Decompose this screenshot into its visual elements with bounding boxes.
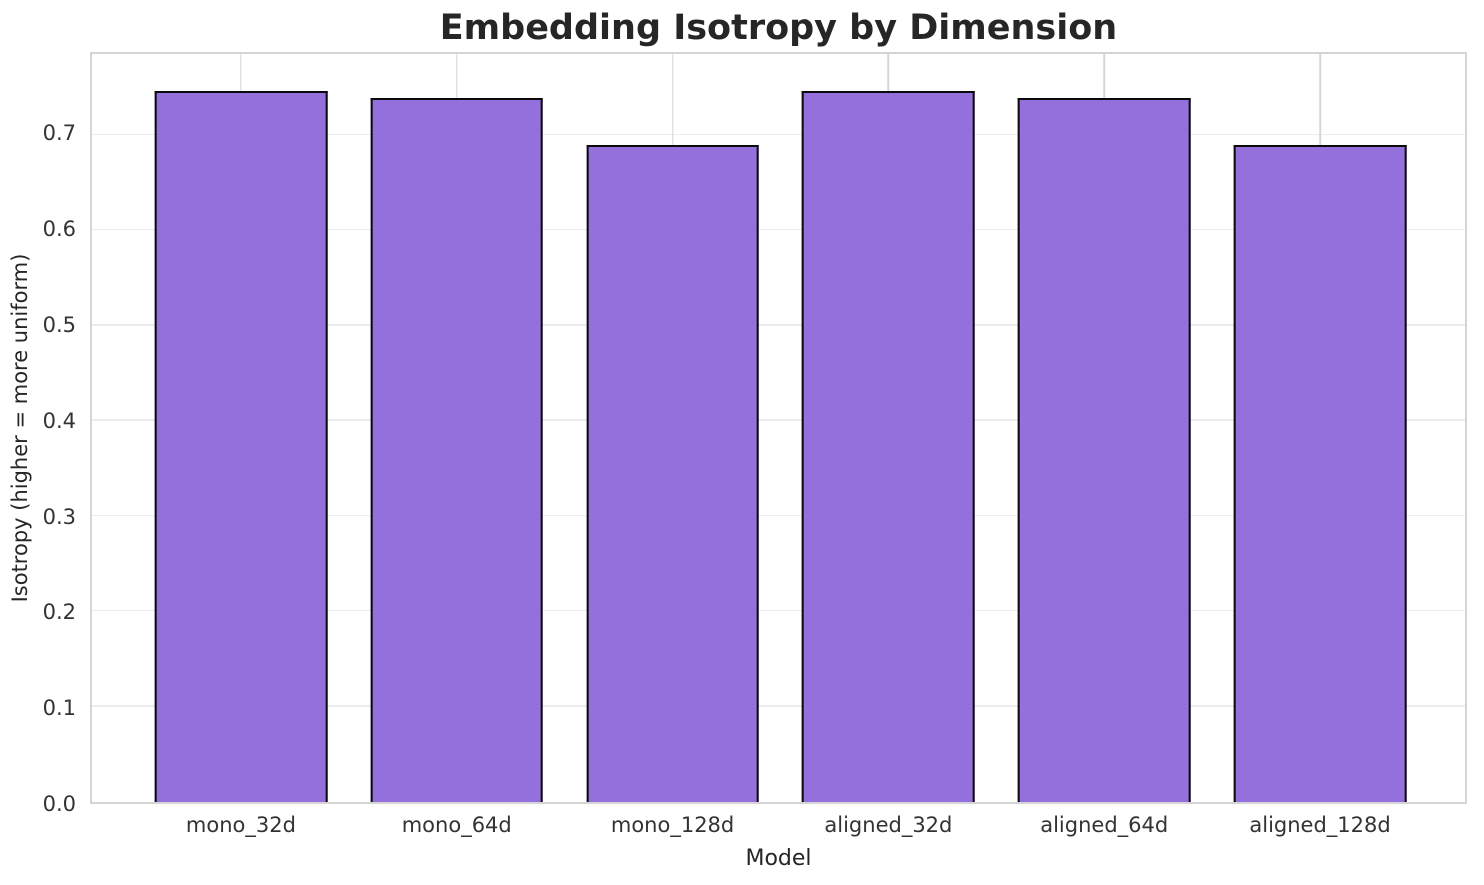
- chart-title: Embedding Isotropy by Dimension: [439, 8, 1118, 48]
- x-tick-label: aligned_128d: [1249, 813, 1391, 837]
- y-tick-label: 0.7: [42, 121, 76, 146]
- category-slot: mono_64d: [349, 54, 565, 837]
- category-slot: aligned_32d: [780, 54, 996, 837]
- y-axis-label: Isotropy (higher = more uniform): [8, 253, 32, 603]
- plot-area: mono_32d mono_64d mono_128d aligned_32d alig…: [90, 52, 1467, 837]
- horizontal-gridline: [92, 705, 1465, 707]
- x-tick-label: mono_32d: [185, 813, 296, 837]
- category-slot: aligned_128d: [1212, 54, 1428, 837]
- x-axis-label: Model: [745, 846, 812, 871]
- horizontal-gridline: [92, 228, 1465, 231]
- category-slot: mono_128d: [565, 54, 781, 837]
- horizontal-gridline: [92, 514, 1465, 517]
- y-tick-label: 0.1: [42, 696, 76, 721]
- bar-mono_32d: [154, 91, 328, 802]
- x-tick-label: mono_128d: [610, 813, 735, 837]
- x-tick-label: mono_64d: [401, 813, 512, 837]
- y-tick-label: 0.0: [42, 792, 76, 816]
- bar-aligned_32d: [802, 91, 975, 802]
- horizontal-gridline: [92, 419, 1465, 421]
- y-axis-tick-labels: 0.0 0.1 0.2 0.3 0.4 0.5 0.6 0.7: [0, 52, 76, 816]
- x-tick-label: aligned_64d: [1040, 813, 1169, 837]
- y-tick-label: 0.6: [42, 217, 76, 242]
- horizontal-gridline: [92, 324, 1465, 326]
- category-slot: aligned_64d: [996, 54, 1212, 837]
- horizontal-gridline: [92, 609, 1465, 612]
- category-slot: mono_32d: [133, 54, 349, 837]
- y-tick-label: 0.3: [42, 504, 76, 529]
- bar-aligned_128d: [1233, 144, 1407, 802]
- bar-mono_128d: [586, 144, 759, 802]
- y-tick-label: 0.4: [42, 408, 76, 433]
- bar-mono_64d: [370, 97, 544, 802]
- y-tick-label: 0.2: [42, 600, 76, 625]
- x-tick-label: aligned_32d: [824, 813, 953, 837]
- horizontal-gridline: [92, 133, 1465, 135]
- y-tick-label: 0.5: [42, 313, 76, 338]
- bars-row: mono_32d mono_64d mono_128d aligned_32d alig…: [92, 54, 1465, 837]
- bar-aligned_64d: [1017, 97, 1191, 802]
